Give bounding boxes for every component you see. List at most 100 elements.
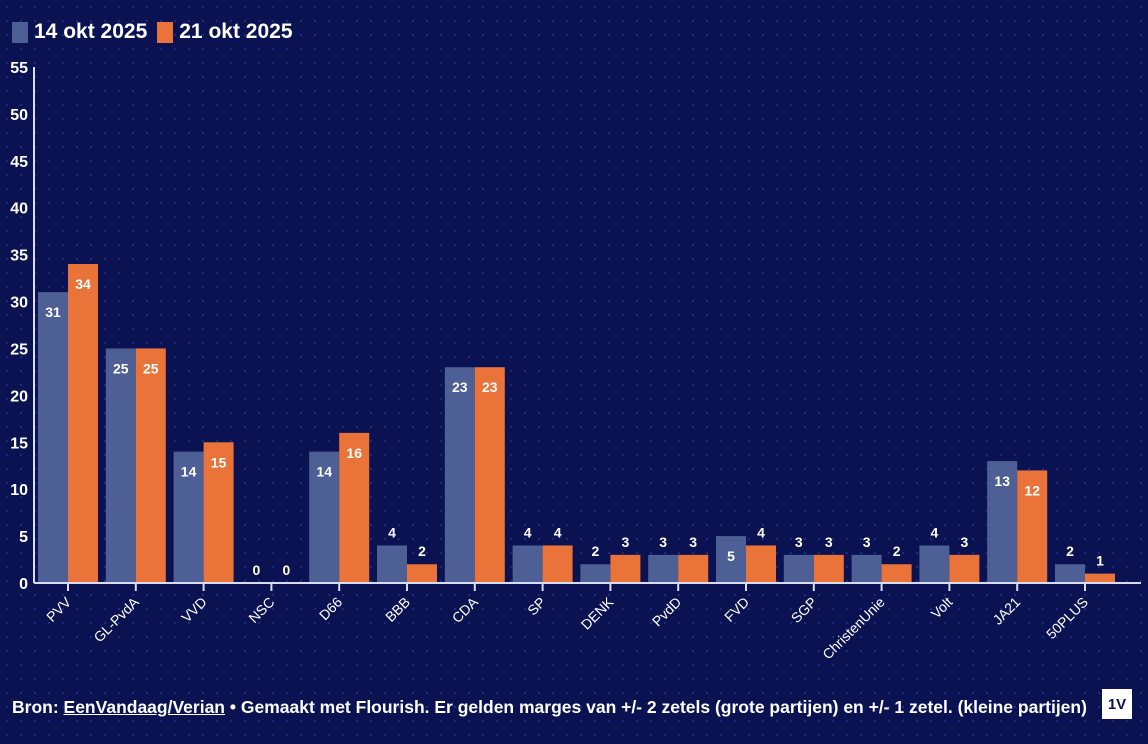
data-label: 4 xyxy=(757,524,765,540)
data-label: 4 xyxy=(388,524,396,540)
legend-item-series-1[interactable]: 14 okt 2025 xyxy=(12,20,147,44)
y-tick-label: 45 xyxy=(10,154,28,171)
bar-21okt-sp xyxy=(542,545,573,583)
bar-21okt-ja21 xyxy=(1017,470,1048,583)
bar-14okt-bbb xyxy=(377,545,407,583)
x-tick-label: SP xyxy=(524,594,549,619)
bar-21okt-pvdd xyxy=(678,554,709,583)
x-tick-label: D66 xyxy=(316,594,346,624)
bar-14okt-ja21 xyxy=(987,461,1018,583)
y-tick-label: 5 xyxy=(19,529,28,546)
y-tick-label: 25 xyxy=(10,341,28,358)
bar-21okt-bbb xyxy=(407,564,437,583)
data-label: 14 xyxy=(181,464,197,480)
bar-14okt-vvd xyxy=(173,451,204,583)
data-label: 3 xyxy=(961,534,969,550)
x-tick-label: Volt xyxy=(928,594,956,622)
data-label: 1 xyxy=(1096,553,1104,569)
data-label: 2 xyxy=(418,543,426,559)
data-label: 3 xyxy=(689,534,697,550)
data-label: 25 xyxy=(143,360,159,376)
data-label: 0 xyxy=(283,562,291,578)
bar-21okt-christenunie xyxy=(881,564,912,583)
data-label: 2 xyxy=(592,543,600,559)
x-tick-label: NSC xyxy=(245,594,277,626)
bar-14okt-christenunie xyxy=(851,554,882,583)
data-label: 16 xyxy=(346,445,362,461)
bar-21okt-volt xyxy=(949,554,980,583)
data-label: 5 xyxy=(727,548,735,564)
data-label: 25 xyxy=(113,360,129,376)
legend-swatch-series-2 xyxy=(157,21,174,43)
legend-swatch-series-1 xyxy=(12,21,28,43)
bar-14okt-cda xyxy=(444,367,475,583)
bar-14okt-volt xyxy=(919,545,950,583)
legend-item-series-2[interactable]: 21 okt 2025 xyxy=(157,20,293,44)
data-label: 3 xyxy=(622,534,630,550)
x-tick-label: FVD xyxy=(721,594,752,625)
data-label: 3 xyxy=(863,534,871,550)
bar-14okt-denk xyxy=(580,564,611,583)
data-label: 12 xyxy=(1024,482,1040,498)
x-tick-label: CDA xyxy=(449,593,482,626)
y-tick-label: 15 xyxy=(10,435,28,452)
bar-14okt-sp xyxy=(512,545,543,583)
x-tick-label: SGP xyxy=(788,594,820,626)
legend: 14 okt 2025 21 okt 2025 xyxy=(12,20,303,44)
data-label: 4 xyxy=(524,524,532,540)
data-label: 3 xyxy=(795,534,803,550)
y-tick-label: 20 xyxy=(10,388,28,405)
legend-label-series-2: 21 okt 2025 xyxy=(179,20,293,43)
data-label: 3 xyxy=(825,534,833,550)
y-tick-label: 50 xyxy=(10,107,28,124)
x-tick-label: PVV xyxy=(43,593,75,625)
data-label: 3 xyxy=(659,534,667,550)
x-tick-label: PvdD xyxy=(649,594,685,630)
bar-21okt-vvd xyxy=(203,442,234,583)
bar-14okt-sgp xyxy=(783,554,814,583)
bar-21okt-d66 xyxy=(339,432,370,583)
bar-14okt-d66 xyxy=(309,451,340,583)
bar-14okt-pvdd xyxy=(648,554,679,583)
x-tick-label: VVD xyxy=(178,594,210,626)
bar-21okt-denk xyxy=(610,554,641,583)
bar-21okt-pvv xyxy=(68,264,98,583)
x-tick-label: JA21 xyxy=(989,594,1023,628)
data-label: 4 xyxy=(931,524,939,540)
y-tick-label: 40 xyxy=(10,201,28,218)
data-label: 4 xyxy=(554,524,562,540)
x-tick-label: GL-PvdA xyxy=(90,593,142,645)
data-label: 2 xyxy=(1066,543,1074,559)
bar-14okt-pvv xyxy=(38,292,68,583)
footer-source: Bron: EenVandaag/Verian • Gemaakt met Fl… xyxy=(12,697,1087,718)
y-tick-label: 35 xyxy=(10,248,28,265)
data-label: 23 xyxy=(482,379,498,395)
y-tick-label: 30 xyxy=(10,295,28,312)
data-label: 34 xyxy=(75,276,91,292)
footer-note: • Gemaakt met Flourish. Er gelden marges… xyxy=(225,697,1087,717)
data-label: 14 xyxy=(316,464,332,480)
x-tick-label: BBB xyxy=(382,594,413,625)
data-label: 13 xyxy=(994,473,1010,489)
data-label: 23 xyxy=(452,379,468,395)
bar-14okt-fvd xyxy=(716,536,746,583)
legend-label-series-1: 14 okt 2025 xyxy=(34,20,148,43)
y-tick-label: 10 xyxy=(10,482,28,499)
footer-prefix: Bron: xyxy=(12,697,64,717)
brand-logo: 1V xyxy=(1102,689,1132,719)
bar-21okt-gl-pvda xyxy=(135,348,166,583)
x-tick-label: DENK xyxy=(578,593,617,632)
bar-14okt-50plus xyxy=(1055,564,1085,583)
data-label: 0 xyxy=(253,562,261,578)
bar-14okt-gl-pvda xyxy=(105,348,136,583)
data-label: 31 xyxy=(45,304,61,320)
source-link[interactable]: EenVandaag/Verian xyxy=(63,697,225,717)
x-tick-label: 50PLUS xyxy=(1043,594,1091,642)
y-tick-label: 55 xyxy=(10,60,28,77)
y-tick-label: 0 xyxy=(19,576,28,593)
bar-21okt-50plus xyxy=(1085,573,1115,583)
bar-21okt-sgp xyxy=(813,554,844,583)
x-tick-label: ChristenUnie xyxy=(819,594,888,663)
data-label: 2 xyxy=(893,543,901,559)
